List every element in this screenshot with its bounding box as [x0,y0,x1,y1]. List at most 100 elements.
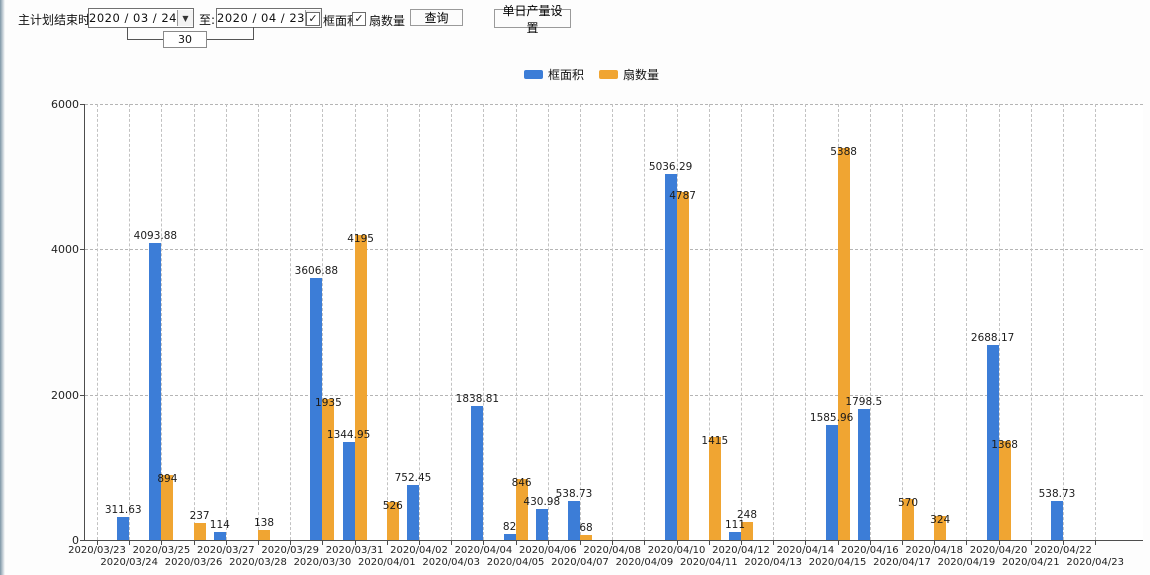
bar-value-label: 237 [189,509,210,522]
bar-扇数量-2020/03/25 [161,475,174,540]
date-to-picker[interactable]: 2020 / 04 / 23 ▼ [216,8,322,28]
x-axis-tick [322,541,324,545]
bracket-line-right [253,27,254,39]
bar-扇数量-2020/04/07 [580,535,592,540]
bar-框面积-2020/04/02 [407,485,419,540]
y-axis-tick [80,104,85,105]
x-gridline [966,104,968,540]
x-axis-tick [676,541,678,545]
x-axis-label: 2020/03/27 [196,545,255,556]
bar-value-label: 1798.5 [845,396,883,409]
y-axis-label: 4000 [51,243,79,257]
x-axis-label: 2020/04/01 [357,557,416,568]
x-gridline [419,104,420,540]
x-axis-tick [869,541,871,545]
x-axis-tick [934,541,936,545]
x-axis-tick [837,541,839,545]
daily-output-settings-button[interactable]: 单日产量设置 [494,4,571,35]
x-gridline [644,104,646,540]
bar-value-label: 1935 [315,397,342,410]
area-checkbox[interactable]: ✓ [306,12,320,26]
bar-框面积-2020/04/04 [471,406,484,540]
date-from-picker[interactable]: 2020 / 03 / 24 ▼ [88,8,194,28]
bar-扇数量-2020/03/26 [193,522,206,540]
bar-框面积-2020/04/22 [1051,500,1063,540]
bar-value-label: 1838.81 [455,393,500,406]
x-axis-tick [773,541,775,545]
legend-item-frame-area[interactable]: 框面积 [524,66,584,83]
x-axis-label: 2020/04/15 [808,557,867,568]
bar-value-label: 1415 [701,435,729,448]
x-axis-tick [483,541,485,545]
bar-value-label: 82 [502,521,517,534]
x-axis-label: 2020/04/06 [518,545,577,556]
x-gridline [1095,104,1097,540]
x-axis-tick [1063,541,1064,545]
x-axis-label: 2020/04/09 [615,557,674,568]
bar-扇数量-2020/03/31 [354,235,367,540]
x-gridline [322,104,324,540]
bar-value-label: 248 [736,508,758,521]
x-gridline [161,104,163,540]
x-axis-label: 2020/04/19 [937,557,996,568]
bar-value-label: 4787 [669,190,696,203]
bar-value-label: 68 [579,522,593,535]
bar-value-label: 538.73 [555,487,593,500]
fan-checkbox[interactable]: ✓ [352,12,366,26]
x-axis-tick [451,541,453,545]
x-axis-label: 2020/03/23 [68,545,126,556]
bar-value-label: 570 [897,496,919,509]
bar-扇数量-2020/04/12 [741,521,753,540]
x-axis-label: 2020/04/07 [551,557,609,568]
bar-框面积-2020/04/15 [825,424,838,540]
fan-checkbox-label[interactable]: 扇数量 [369,14,406,28]
x-axis-tick [97,541,98,545]
query-button[interactable]: 查询 [410,9,463,26]
bar-value-label: 1585.96 [809,411,854,424]
x-gridline [258,104,259,540]
bar-value-label: 111 [724,518,746,531]
x-gridline [129,104,131,540]
x-axis-tick [612,541,614,545]
x-axis-label: 2020/03/26 [164,557,223,568]
bar-框面积-2020/04/16 [857,409,870,540]
x-gridline [451,104,453,540]
x-axis-label: 2020/04/12 [712,545,770,556]
bar-value-label: 430.98 [523,495,561,508]
bar-value-label: 4093.88 [133,229,178,242]
bar-框面积-2020/04/10 [664,174,677,540]
y-gridline [85,394,1143,396]
bar-扇数量-2020/04/18 [934,516,947,540]
days-count-input[interactable]: 30 [163,31,207,48]
bar-框面积-2020/03/31 [342,442,355,540]
window-left-edge [0,0,5,575]
legend-item-fan-count[interactable]: 扇数量 [599,66,659,83]
x-axis-label: 2020/04/23 [1066,557,1125,568]
x-axis-label: 2020/03/24 [100,557,159,568]
bar-框面积-2020/03/27 [213,531,226,540]
x-axis-tick [386,541,388,545]
bar-value-label: 2688.17 [970,331,1015,344]
area-checkbox-label[interactable]: 框面积 [323,14,360,28]
bar-框面积-2020/04/06 [535,508,548,540]
bar-value-label: 1344.95 [326,429,371,442]
date-from-dropdown-icon[interactable]: ▼ [177,10,193,26]
x-axis-tick [419,541,420,545]
x-axis-label: 2020/04/11 [679,557,738,568]
x-axis-tick [129,541,131,545]
x-gridline [290,104,292,540]
x-axis-label: 2020/04/17 [873,557,931,568]
date-from-value: 2020 / 03 / 24 [89,11,177,25]
bar-value-label: 311.63 [104,504,142,517]
y-axis-label: 0 [72,534,79,547]
chart-legend: 框面积 扇数量 [524,66,659,83]
x-axis-label: 2020/04/10 [647,545,706,556]
bar-value-label: 324 [930,514,951,527]
bar-value-label: 5388 [830,146,857,159]
x-gridline [1063,104,1064,540]
x-axis-label: 2020/03/29 [261,545,320,556]
x-gridline [386,104,388,540]
bar-扇数量-2020/03/30 [322,399,335,540]
x-axis-tick [1095,541,1097,545]
bar-value-label: 114 [209,518,230,531]
